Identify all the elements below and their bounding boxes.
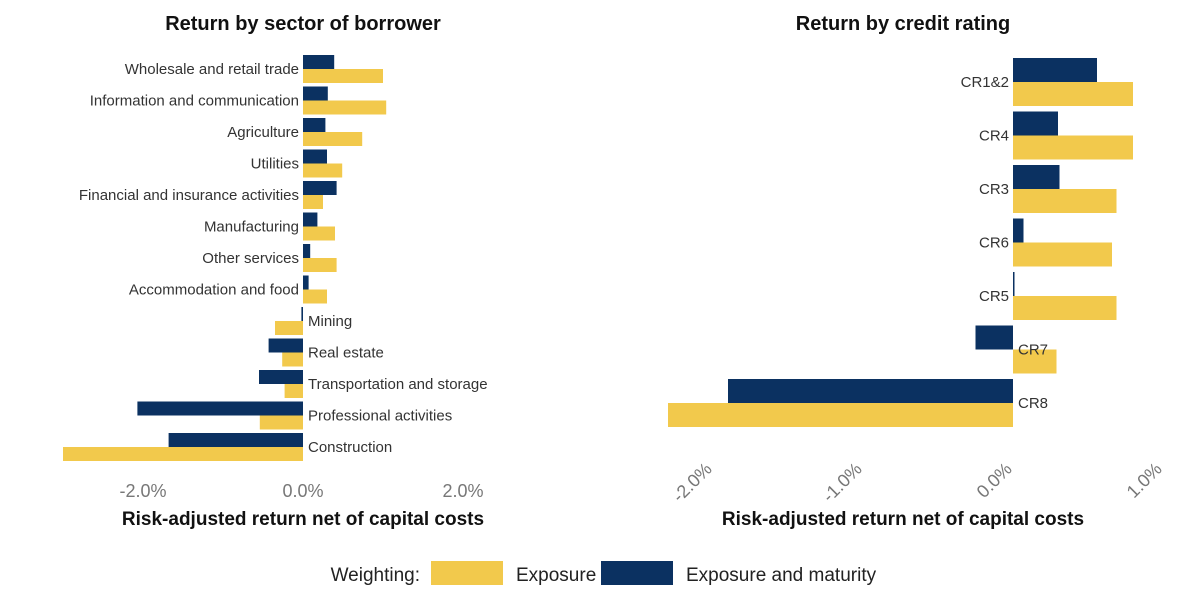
bar-exposure-maturity bbox=[728, 379, 1013, 403]
bar-exposure bbox=[1013, 189, 1117, 213]
credit-rating-x-ticks: -2.0% -1.0% 0.0% 1.0% bbox=[668, 459, 1165, 506]
bar-exposure bbox=[63, 447, 303, 461]
x-tick-label: 0.0% bbox=[282, 481, 323, 501]
bar-exposure-maturity bbox=[268, 338, 303, 353]
category-label: CR6 bbox=[979, 235, 1009, 252]
bar-exposure bbox=[303, 226, 335, 241]
bar-exposure bbox=[303, 69, 383, 83]
category-label: CR3 bbox=[979, 181, 1009, 198]
category-label: CR4 bbox=[979, 128, 1009, 145]
bar-exposure-maturity bbox=[1013, 272, 1015, 296]
category-label: Financial and insurance activities bbox=[79, 187, 299, 204]
legend-label-exposure-maturity: Exposure and maturity bbox=[686, 565, 877, 586]
bar-exposure-maturity bbox=[259, 370, 303, 384]
bar-exposure-maturity bbox=[303, 275, 309, 290]
category-label: Manufacturing bbox=[204, 219, 299, 236]
category-label: Mining bbox=[308, 313, 352, 330]
legend-label-exposure: Exposure bbox=[516, 565, 596, 586]
category-label: CR8 bbox=[1018, 395, 1048, 412]
legend-title: Weighting: bbox=[331, 565, 420, 586]
credit-rating-x-axis-title: Risk-adjusted return net of capital cost… bbox=[722, 509, 1084, 530]
sector-bars bbox=[63, 55, 387, 461]
bar-exposure-maturity bbox=[1013, 218, 1024, 243]
sector-chart-panel: Return by sector of borrower Wholesale a… bbox=[63, 13, 488, 530]
category-label: Other services bbox=[202, 250, 299, 267]
bar-exposure-maturity bbox=[303, 181, 337, 195]
credit-rating-category-labels: CR1&2 CR4 CR3 CR6 CR5 CR7 CR8 bbox=[961, 74, 1048, 412]
category-label: CR1&2 bbox=[961, 74, 1009, 91]
legend-swatch-exposure bbox=[431, 561, 503, 585]
category-label: Agriculture bbox=[227, 124, 299, 141]
bar-exposure-maturity bbox=[1013, 58, 1097, 82]
sector-category-labels: Wholesale and retail trade Information an… bbox=[79, 61, 488, 456]
category-label: Transportation and storage bbox=[308, 376, 488, 393]
legend-swatch-exposure-maturity bbox=[601, 561, 673, 585]
bar-exposure-maturity bbox=[303, 244, 311, 258]
category-label: Information and communication bbox=[90, 93, 299, 110]
bar-exposure-maturity bbox=[303, 212, 318, 227]
bar-exposure bbox=[668, 403, 1013, 427]
sector-x-ticks: -2.0% 0.0% 2.0% bbox=[119, 481, 483, 501]
x-tick-label: -2.0% bbox=[119, 481, 166, 501]
bar-exposure-maturity bbox=[1013, 165, 1060, 189]
sector-chart-title: Return by sector of borrower bbox=[165, 13, 441, 35]
legend: Weighting: Exposure Exposure and maturit… bbox=[331, 561, 877, 586]
bar-exposure bbox=[1013, 135, 1133, 160]
bar-exposure-maturity bbox=[168, 433, 303, 447]
bar-exposure bbox=[303, 258, 337, 272]
credit-rating-chart-panel: Return by credit rating CR1&2CR4CR3CR6CR… bbox=[668, 13, 1166, 530]
category-label: CR5 bbox=[979, 288, 1009, 305]
x-tick-label: 1.0% bbox=[1123, 459, 1166, 502]
bar-exposure-maturity bbox=[137, 401, 303, 416]
bar-exposure bbox=[1013, 296, 1117, 320]
x-tick-label: 0.0% bbox=[973, 459, 1016, 502]
credit-rating-bars bbox=[668, 58, 1133, 427]
bar-exposure-maturity bbox=[1013, 111, 1058, 136]
bar-exposure bbox=[275, 321, 303, 335]
bar-exposure-maturity bbox=[975, 325, 1013, 350]
sector-x-axis-title: Risk-adjusted return net of capital cost… bbox=[122, 509, 484, 530]
bar-exposure-maturity bbox=[303, 86, 328, 101]
category-label: Professional activities bbox=[308, 408, 452, 425]
x-tick-label: -1.0% bbox=[818, 459, 865, 506]
category-label: CR7 bbox=[1018, 342, 1048, 359]
bar-exposure-maturity bbox=[303, 149, 327, 164]
bar-exposure bbox=[1013, 242, 1112, 267]
bar-exposure bbox=[284, 384, 303, 398]
bar-exposure bbox=[282, 352, 303, 367]
x-tick-label: 2.0% bbox=[442, 481, 483, 501]
category-label: Utilities bbox=[251, 156, 299, 173]
bar-exposure bbox=[259, 415, 303, 430]
credit-rating-chart-title: Return by credit rating bbox=[796, 13, 1010, 35]
category-label: Wholesale and retail trade bbox=[125, 61, 299, 78]
bar-exposure-maturity bbox=[303, 118, 326, 132]
category-label: Accommodation and food bbox=[129, 282, 299, 299]
bar-exposure bbox=[303, 289, 327, 304]
bar-exposure bbox=[1013, 349, 1057, 374]
bar-exposure bbox=[303, 163, 343, 178]
category-label: Construction bbox=[308, 439, 392, 456]
x-tick-label: -2.0% bbox=[668, 459, 715, 506]
bar-exposure bbox=[303, 132, 363, 146]
bar-exposure bbox=[1013, 82, 1133, 106]
bar-exposure-maturity bbox=[301, 307, 303, 321]
bar-exposure-maturity bbox=[303, 55, 335, 69]
bar-exposure bbox=[303, 100, 387, 115]
bar-exposure bbox=[303, 195, 323, 209]
category-label: Real estate bbox=[308, 345, 384, 362]
